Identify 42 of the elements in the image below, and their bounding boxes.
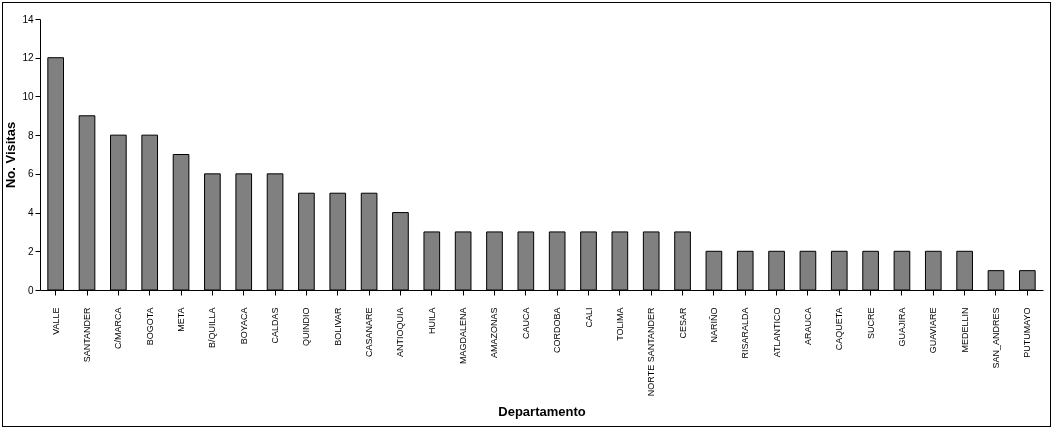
y-tick-label: 8 bbox=[27, 129, 34, 141]
x-tick-label: TOLIMA bbox=[614, 307, 625, 341]
x-tick-label: SANTANDER bbox=[82, 307, 93, 363]
x-tick-label: AMAZONAS bbox=[489, 307, 500, 359]
y-tick-label: 12 bbox=[22, 52, 34, 64]
x-tick-label: PUTUMAYO bbox=[1022, 307, 1033, 358]
x-tick-label: SAN_ANDRES bbox=[990, 307, 1001, 369]
x-tick-label: SUCRE bbox=[865, 307, 876, 340]
x-tick-label: CALI bbox=[583, 307, 594, 328]
x-tick-label: RISARALDA bbox=[740, 307, 751, 359]
y-tick-label: 4 bbox=[27, 207, 34, 219]
y-tick-label: 10 bbox=[22, 90, 34, 102]
x-tick-label: CORDOBA bbox=[552, 307, 563, 354]
x-tick-label: QUINDIO bbox=[301, 307, 312, 347]
x-tick-label: MAGDALENA bbox=[458, 307, 469, 365]
x-tick-label: BOYACA bbox=[238, 307, 249, 345]
x-tick-label: NARIÑO bbox=[708, 307, 719, 343]
y-tick-label: 14 bbox=[22, 13, 34, 25]
x-tick-label: ANTIOQUIA bbox=[395, 307, 406, 358]
x-tick-label: CESAR bbox=[677, 307, 688, 339]
x-tick-label: BOLIVAR bbox=[332, 307, 343, 346]
x-axis-title: Departamento bbox=[498, 404, 586, 420]
x-tick-label: CAUCA bbox=[520, 307, 531, 340]
x-tick-label: ARAUCA bbox=[802, 307, 813, 346]
y-axis-title: No. Visitas bbox=[3, 121, 19, 189]
x-tick-label: MEDELLIN bbox=[959, 307, 970, 353]
x-tick-label: NORTE SANTANDER bbox=[646, 307, 657, 397]
x-tick-label: CAQUETA bbox=[834, 307, 845, 351]
x-tick-label: GUAVIARE bbox=[928, 307, 939, 354]
x-tick-label: HUILA bbox=[426, 307, 437, 335]
x-tick-label: BOGOTA bbox=[144, 307, 155, 346]
y-tick-label: 2 bbox=[27, 245, 34, 257]
x-tick-label: META bbox=[176, 307, 187, 332]
y-tick-label: 6 bbox=[27, 168, 34, 180]
x-tick-label: VALLE bbox=[50, 307, 61, 335]
x-tick-label: CALDAS bbox=[270, 307, 281, 344]
x-tick-label: C/MARCA bbox=[113, 307, 124, 350]
x-tick-label: B/QUILLA bbox=[207, 307, 218, 349]
x-tick-label: GUAJIRA bbox=[896, 307, 907, 347]
x-tick-label: ATLANTICO bbox=[771, 307, 782, 358]
x-tick-label: CASANARE bbox=[364, 307, 375, 358]
y-tick-label: 0 bbox=[27, 284, 34, 296]
